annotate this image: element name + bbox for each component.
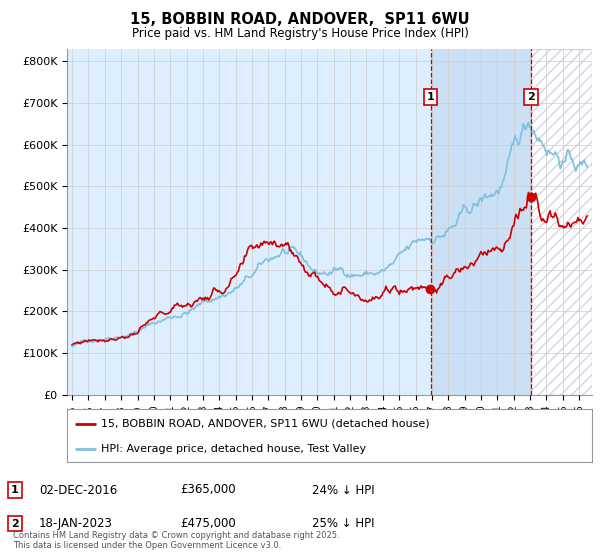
Text: £475,000: £475,000 <box>180 517 236 530</box>
Bar <box>531 49 592 395</box>
Text: £365,000: £365,000 <box>180 483 236 497</box>
Text: Price paid vs. HM Land Registry's House Price Index (HPI): Price paid vs. HM Land Registry's House … <box>131 27 469 40</box>
Text: 1: 1 <box>11 485 19 495</box>
Text: HPI: Average price, detached house, Test Valley: HPI: Average price, detached house, Test… <box>101 444 367 454</box>
Text: 24% ↓ HPI: 24% ↓ HPI <box>312 483 374 497</box>
Text: 15, BOBBIN ROAD, ANDOVER,  SP11 6WU: 15, BOBBIN ROAD, ANDOVER, SP11 6WU <box>130 12 470 27</box>
Text: 18-JAN-2023: 18-JAN-2023 <box>39 517 113 530</box>
Text: 25% ↓ HPI: 25% ↓ HPI <box>312 517 374 530</box>
Bar <box>531 49 592 395</box>
Text: Contains HM Land Registry data © Crown copyright and database right 2025.
This d: Contains HM Land Registry data © Crown c… <box>13 530 340 550</box>
Text: 1: 1 <box>427 92 434 102</box>
Text: 02-DEC-2016: 02-DEC-2016 <box>39 483 117 497</box>
Text: 2: 2 <box>527 92 535 102</box>
Text: 15, BOBBIN ROAD, ANDOVER, SP11 6WU (detached house): 15, BOBBIN ROAD, ANDOVER, SP11 6WU (deta… <box>101 419 430 429</box>
Bar <box>431 49 531 395</box>
Text: 2: 2 <box>11 519 19 529</box>
